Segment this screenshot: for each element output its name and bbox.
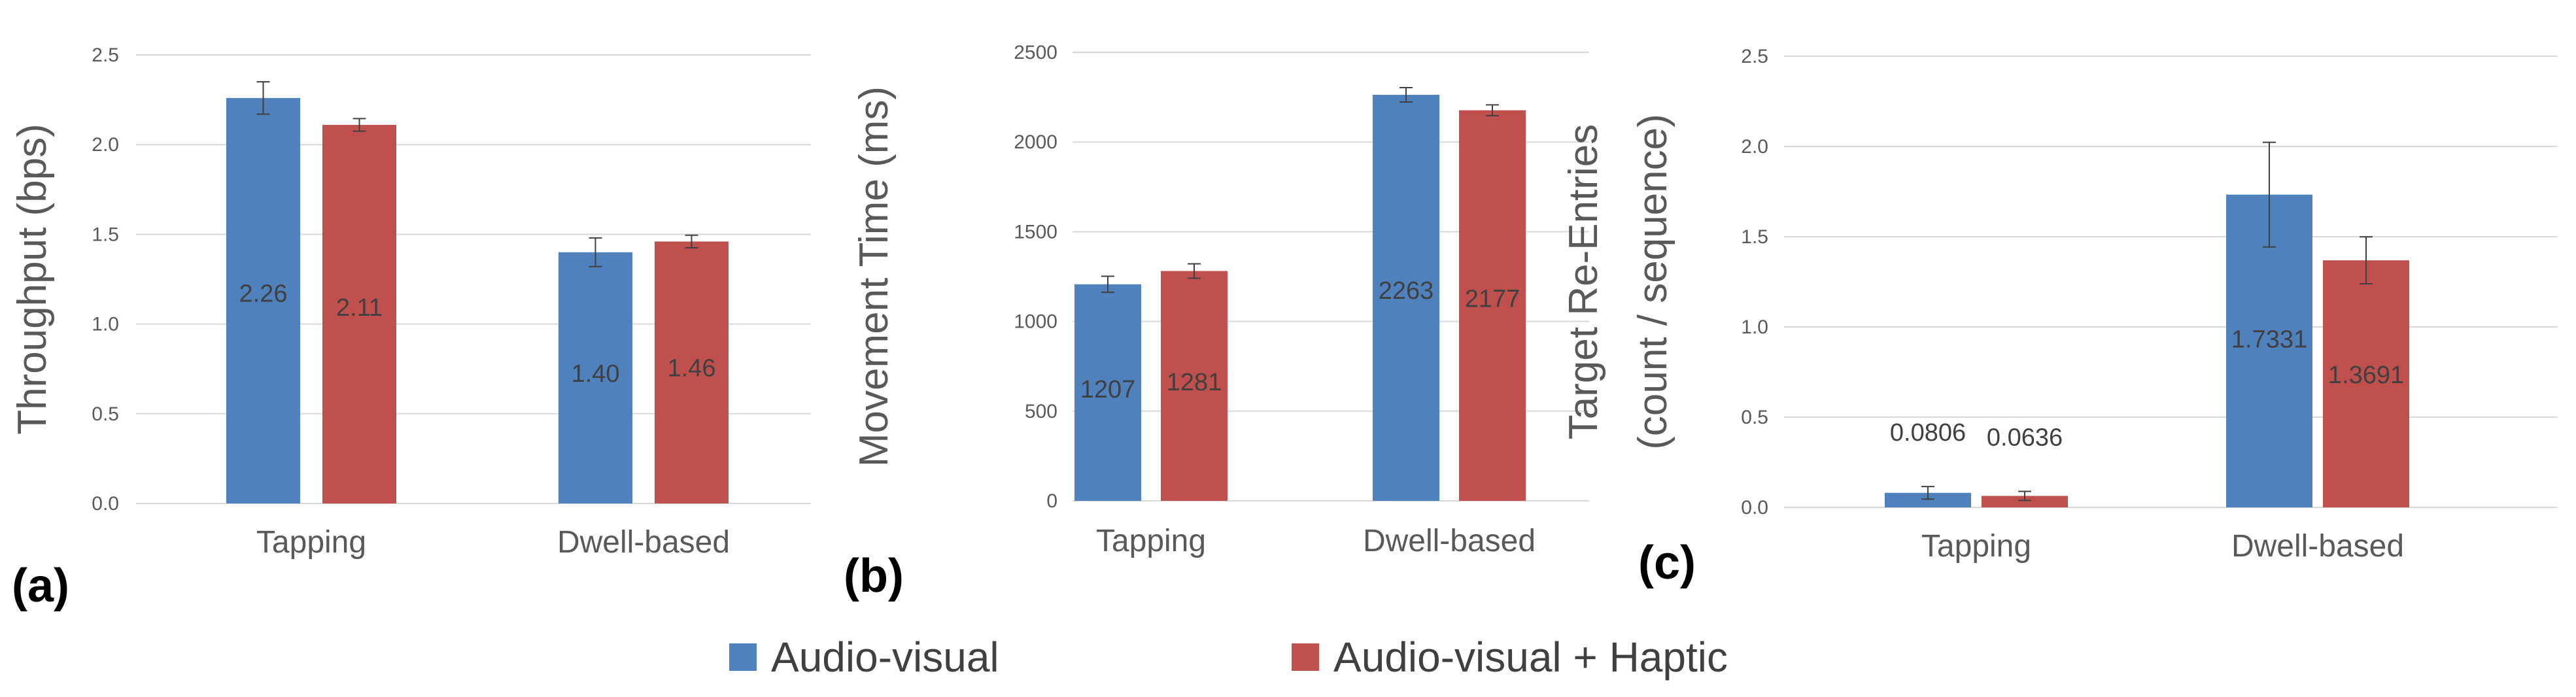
panel-1-ytick-label: 1.0 [92, 314, 119, 335]
legend-label-audio-visual-haptic: Audio-visual + Haptic [1333, 634, 1728, 681]
panel-1-data-label-audio-visual-haptic: 1.46 [668, 355, 716, 382]
panel-3-ytick-label: 0.5 [1741, 407, 1768, 428]
panel-2-ytick-label: 2500 [1014, 42, 1057, 63]
panel-2-category-label: Tapping [1096, 524, 1206, 558]
panel-3-ytick-label: 1.0 [1741, 316, 1768, 338]
panel-2-bar-audio-visual-haptic [1459, 110, 1526, 501]
panel-2-panel-label: (b) [844, 550, 904, 602]
panel-1-data-label-audio-visual: 2.26 [239, 280, 288, 308]
panel-2-data-label-audio-visual: 2263 [1379, 277, 1434, 305]
panel-2-ytick-label: 0 [1046, 490, 1057, 512]
legend-swatch-audio-visual-haptic [1292, 643, 1319, 671]
legend-item-audio-visual: Audio-visual [729, 633, 999, 681]
panel-3-y-axis-title: (count / sequence) [1630, 114, 1675, 450]
panel-1-data-label-audio-visual: 1.40 [572, 360, 620, 388]
panel-3-category-label: Dwell-based [2231, 529, 2404, 564]
legend-swatch-audio-visual [729, 643, 757, 671]
panel-3-bar-audio-visual-haptic [1982, 496, 2068, 507]
panel-3-data-label-audio-visual: 1.7331 [2231, 326, 2307, 354]
legend-label-audio-visual: Audio-visual [771, 634, 999, 681]
panel-1-ytick-label: 2.5 [92, 44, 119, 66]
panel-2-ytick-label: 2000 [1014, 131, 1057, 153]
panel-3-ytick-label: 2.5 [1741, 46, 1768, 67]
panel-3-data-label-audio-visual-haptic: 0.0636 [1987, 424, 2063, 452]
panel-1-panel-label: (a) [12, 560, 69, 612]
panel-2-category-label: Dwell-based [1363, 524, 1536, 558]
panel-2-data-label-audio-visual: 1207 [1080, 376, 1136, 403]
panel-1-y-axis-title: Throughput (bps) [10, 124, 55, 435]
panel-2-data-label-audio-visual-haptic: 1281 [1167, 369, 1222, 396]
panel-1-category-label: Dwell-based [557, 525, 730, 560]
panel-1-data-label-audio-visual-haptic: 2.11 [336, 294, 383, 322]
panel-3-ytick-label: 0.0 [1741, 497, 1768, 518]
panel-2-ytick-label: 500 [1025, 401, 1057, 422]
panel-1-bar-audio-visual-haptic [655, 241, 729, 503]
panel-2-bar-audio-visual-haptic [1161, 271, 1228, 501]
panel-1-ytick-label: 2.0 [92, 134, 119, 156]
panel-3-bar-audio-visual-haptic [2323, 260, 2409, 507]
panel-3-panel-label: (c) [1638, 537, 1696, 589]
panel-3-data-label-audio-visual: 0.0806 [1890, 419, 1966, 447]
panel-3-category-label: Tapping [1921, 529, 2031, 564]
panel-3-y-axis-title: Target Re-Entries [1561, 124, 1606, 439]
panel-2-bar-audio-visual [1074, 284, 1141, 501]
panel-1-category-label: Tapping [256, 525, 366, 560]
panel-2-data-label-audio-visual-haptic: 2177 [1465, 285, 1520, 313]
panel-2-bar-audio-visual [1373, 95, 1439, 501]
panel-2-ytick-label: 1500 [1014, 221, 1057, 243]
panel-1-bar-audio-visual [226, 97, 300, 503]
panel-1-ytick-label: 0.0 [92, 493, 119, 515]
legend: Audio-visual Audio-visual + Haptic [0, 633, 2576, 692]
panel-3-data-label-audio-visual-haptic: 1.3691 [2328, 362, 2404, 389]
panel-3-ytick-label: 2.0 [1741, 136, 1768, 158]
panel-1-ytick-label: 1.5 [92, 224, 119, 245]
panel-2-ytick-label: 1000 [1014, 311, 1057, 333]
panel-1-bar-audio-visual [558, 252, 632, 503]
panel-2-y-axis-title: Movement Time (ms) [851, 86, 897, 467]
legend-item-audio-visual-haptic: Audio-visual + Haptic [1292, 633, 1728, 681]
panel-3-bar-audio-visual [1885, 492, 1971, 507]
panel-1-bar-audio-visual-haptic [322, 125, 396, 504]
panel-1-ytick-label: 0.5 [92, 403, 119, 425]
panel-3-ytick-label: 1.5 [1741, 226, 1768, 248]
